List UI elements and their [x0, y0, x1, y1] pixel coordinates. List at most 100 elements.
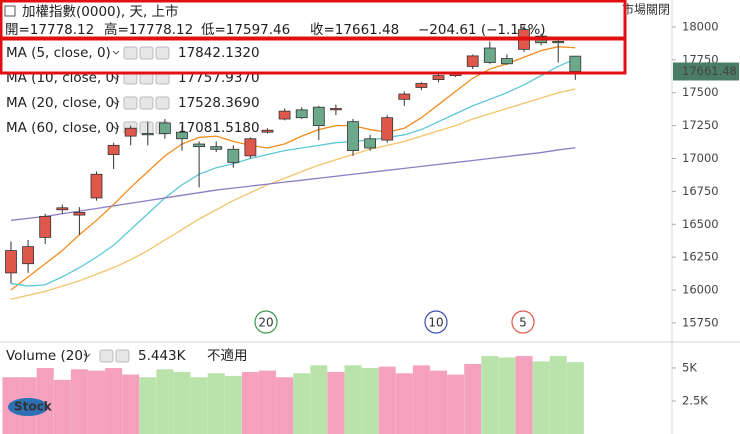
candle-body — [569, 55, 582, 72]
y-tick-label: 15750 — [682, 315, 719, 329]
volume-bar — [190, 377, 208, 434]
ohlc-value: 高=17778.12 — [104, 21, 193, 38]
y-tick-label: 16000 — [682, 283, 719, 297]
legend-chevron — [112, 100, 120, 105]
legend-label: MA (20, close, 0) — [6, 95, 119, 111]
volume-bar — [515, 356, 533, 434]
y-tick-label: 16500 — [682, 217, 719, 231]
y-tick-label: 2.5K — [682, 393, 708, 407]
candle-body — [552, 41, 565, 44]
volume-bar — [53, 379, 71, 434]
candle-body — [56, 207, 69, 211]
ohlc-row: 開=17778.12 高=17778.12 低=17597.46 收=17661.48… — [5, 21, 546, 38]
volume-bar — [276, 377, 294, 434]
candle-body — [415, 83, 428, 88]
ohlc-value: 開=17778.12 — [5, 22, 94, 38]
event-label: 10 — [428, 316, 443, 330]
candle-body — [193, 143, 206, 148]
ohlc-value: 低=17597.46 — [201, 22, 290, 38]
volume-bar — [498, 357, 516, 434]
volume-bar — [344, 365, 362, 434]
legend-chevron — [112, 125, 120, 130]
candle-body — [295, 109, 308, 119]
event-marker — [254, 310, 278, 334]
candle-body — [227, 148, 240, 163]
volume-legend: Volume (20) — [6, 348, 88, 364]
candle-body — [107, 144, 120, 155]
candle-body — [141, 133, 154, 136]
price-tag — [673, 62, 739, 81]
volume-bar — [310, 365, 328, 434]
candle-body — [73, 212, 86, 216]
candle-body — [347, 121, 359, 151]
ohlc-value: −204.61 (−1.15%) — [418, 22, 546, 38]
ma-line — [10, 58, 576, 287]
volume-bar — [70, 369, 88, 434]
highlight-box — [0, 37, 627, 75]
y-tick-label: 17000 — [682, 151, 719, 165]
volume-bar — [378, 366, 396, 434]
candle-body — [483, 47, 496, 63]
volume-bar — [412, 365, 430, 434]
legend-label: MA (5, close, 0) — [6, 45, 111, 61]
candle-body — [278, 110, 291, 120]
volume-bar — [36, 367, 54, 434]
y-tick-label: 17500 — [682, 85, 719, 99]
legend-icon — [155, 96, 170, 110]
volume-value: 5.443K — [138, 348, 187, 364]
legend-chevron — [83, 353, 91, 358]
candle-body — [5, 250, 17, 274]
candle-body — [124, 127, 137, 137]
legend-value: 17528.3690 — [178, 95, 260, 111]
volume-bar — [430, 370, 447, 434]
event-label: 5 — [519, 316, 527, 330]
candle-body — [176, 131, 188, 140]
logo: Stock — [8, 398, 53, 416]
candle-body — [22, 246, 35, 265]
y-tick-label: 18000 — [682, 19, 719, 33]
volume-bar — [481, 356, 499, 434]
legend-icon — [123, 46, 138, 60]
candle-body — [261, 129, 274, 133]
candle-body — [398, 93, 411, 100]
candle-body — [244, 138, 257, 157]
legend-label: MA (60, close, 0) — [6, 120, 119, 136]
candle-body — [381, 117, 394, 141]
legend-icon — [99, 349, 114, 363]
legend-value: 17081.5180 — [178, 120, 260, 136]
y-tick-label: 16750 — [682, 184, 719, 198]
candle-body — [364, 138, 377, 149]
legend-icon — [139, 96, 154, 110]
legend-icon — [139, 121, 154, 135]
logo-text: Stock — [14, 400, 53, 414]
candle-body — [90, 173, 103, 199]
legend-icon — [115, 349, 130, 363]
volume-bar — [156, 369, 174, 434]
volume-bar — [549, 356, 567, 434]
legend-icon — [123, 96, 138, 110]
volume-bar — [139, 377, 157, 434]
event-marker — [424, 310, 448, 334]
volume-bar — [327, 371, 345, 434]
volume-bar — [532, 361, 550, 434]
volume-bar — [566, 362, 584, 434]
volume-bar — [241, 371, 259, 434]
ma-line — [10, 147, 576, 221]
collapse-icon[interactable] — [4, 5, 16, 17]
candle-body — [39, 215, 52, 238]
legend-chevron — [112, 75, 120, 80]
ma-line — [10, 88, 576, 300]
market-status: 市場關閉 — [622, 2, 670, 17]
volume-bar — [447, 374, 465, 434]
y-tick-label: 17250 — [682, 118, 719, 132]
legend-value: 17842.1320 — [178, 45, 260, 61]
volume-bar — [395, 373, 413, 434]
candle-body — [466, 55, 479, 67]
y-tick-label: 5K — [682, 360, 697, 374]
volume-bar — [207, 373, 225, 434]
event-marker — [511, 310, 535, 334]
volume-bar — [122, 374, 140, 434]
y-tick-label: 16250 — [682, 250, 719, 264]
